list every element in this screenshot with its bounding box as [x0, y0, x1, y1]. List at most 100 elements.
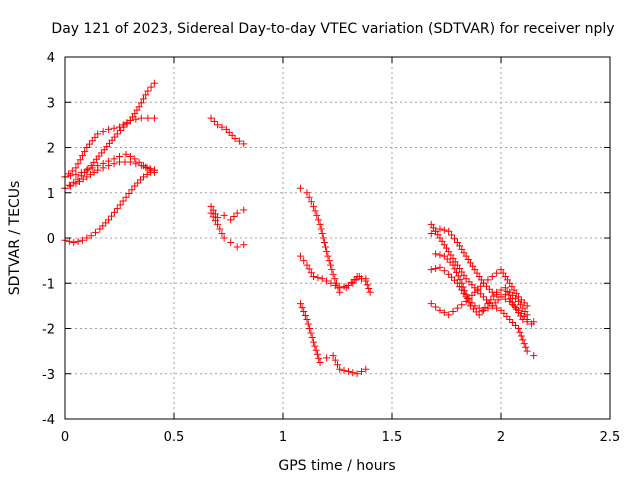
data-point — [451, 265, 459, 273]
data-point — [240, 140, 248, 148]
data-point — [454, 272, 462, 280]
data-point — [465, 278, 473, 286]
data-point — [480, 279, 488, 287]
data-point — [123, 120, 131, 128]
data-point — [349, 279, 357, 287]
data-point — [311, 342, 319, 350]
data-point — [331, 356, 339, 364]
data-point — [440, 226, 448, 234]
y-tick-label: 1 — [47, 187, 55, 202]
data-point — [65, 181, 73, 189]
data-point — [453, 304, 461, 312]
data-point — [131, 155, 139, 163]
data-point — [227, 239, 235, 247]
data-point — [323, 248, 331, 256]
data-point — [522, 343, 530, 351]
data-point — [300, 257, 308, 265]
data-point — [96, 225, 104, 233]
data-point — [227, 216, 235, 224]
data-point — [105, 162, 113, 170]
y-tick-label: 2 — [47, 142, 55, 157]
data-point — [490, 292, 498, 300]
data-point — [311, 207, 319, 215]
data-point — [501, 284, 509, 292]
data-point — [110, 124, 118, 132]
data-point — [220, 211, 228, 219]
data-point — [77, 168, 85, 176]
data-point — [105, 216, 113, 224]
data-point — [427, 229, 435, 237]
data-point — [329, 352, 337, 360]
data-point — [449, 261, 457, 269]
y-tick-label: 4 — [47, 51, 55, 66]
data-point — [218, 123, 226, 131]
data-point — [432, 250, 440, 258]
y-axis-label: SDTVAR / TECUs — [7, 181, 23, 296]
data-point — [74, 237, 82, 245]
data-point — [113, 130, 121, 138]
data-point — [366, 288, 374, 296]
data-point — [131, 182, 139, 190]
data-point — [300, 308, 308, 316]
data-point — [214, 121, 222, 129]
x-tick-label: 1 — [279, 430, 287, 445]
data-point — [530, 352, 538, 360]
data-point — [331, 275, 339, 283]
data-point — [491, 299, 499, 307]
data-point — [147, 168, 155, 176]
data-point — [440, 309, 448, 317]
data-point — [497, 286, 505, 294]
data-point — [79, 175, 87, 183]
data-point — [66, 172, 74, 180]
data-point — [362, 277, 370, 285]
x-tick-label: 0.5 — [164, 430, 185, 445]
data-point — [523, 302, 531, 310]
data-point — [220, 234, 228, 242]
data-point — [462, 291, 470, 299]
data-point — [448, 231, 456, 239]
data-point — [493, 288, 501, 296]
data-point — [92, 228, 100, 236]
data-point — [209, 213, 217, 221]
y-tick-label: -1 — [42, 277, 55, 292]
data-point — [481, 303, 489, 311]
data-point — [143, 164, 151, 172]
data-point — [207, 114, 215, 122]
data-point — [445, 311, 453, 319]
data-point — [222, 125, 230, 133]
data-point — [108, 212, 116, 220]
data-point — [99, 222, 107, 230]
data-point — [469, 305, 477, 313]
data-point — [336, 365, 344, 373]
data-point — [523, 318, 531, 326]
data-point — [240, 206, 248, 214]
data-point — [139, 173, 147, 181]
data-point — [471, 288, 479, 296]
data-point — [344, 282, 352, 290]
data-point — [466, 302, 474, 310]
data-point — [135, 103, 143, 111]
data-point — [503, 312, 511, 320]
data-point — [440, 267, 448, 275]
data-point — [143, 171, 151, 179]
data-point — [327, 261, 335, 269]
data-point — [450, 276, 458, 284]
data-point — [474, 285, 482, 293]
data-point — [305, 265, 313, 273]
data-point — [488, 302, 496, 310]
data-point — [450, 235, 458, 243]
data-point — [122, 193, 130, 201]
data-point — [324, 252, 332, 260]
data-point — [113, 205, 121, 213]
data-point — [506, 315, 514, 323]
data-point — [70, 239, 78, 247]
data-point — [468, 299, 476, 307]
data-point — [314, 274, 322, 282]
data-point — [449, 308, 457, 316]
data-point — [230, 213, 238, 221]
data-point — [308, 334, 316, 342]
data-point — [472, 308, 480, 316]
data-point — [87, 232, 95, 240]
data-point — [128, 186, 136, 194]
